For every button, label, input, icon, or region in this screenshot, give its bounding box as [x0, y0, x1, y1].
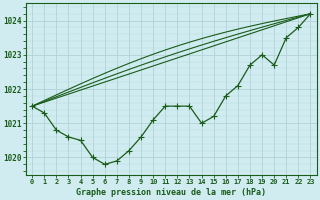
- X-axis label: Graphe pression niveau de la mer (hPa): Graphe pression niveau de la mer (hPa): [76, 188, 266, 197]
